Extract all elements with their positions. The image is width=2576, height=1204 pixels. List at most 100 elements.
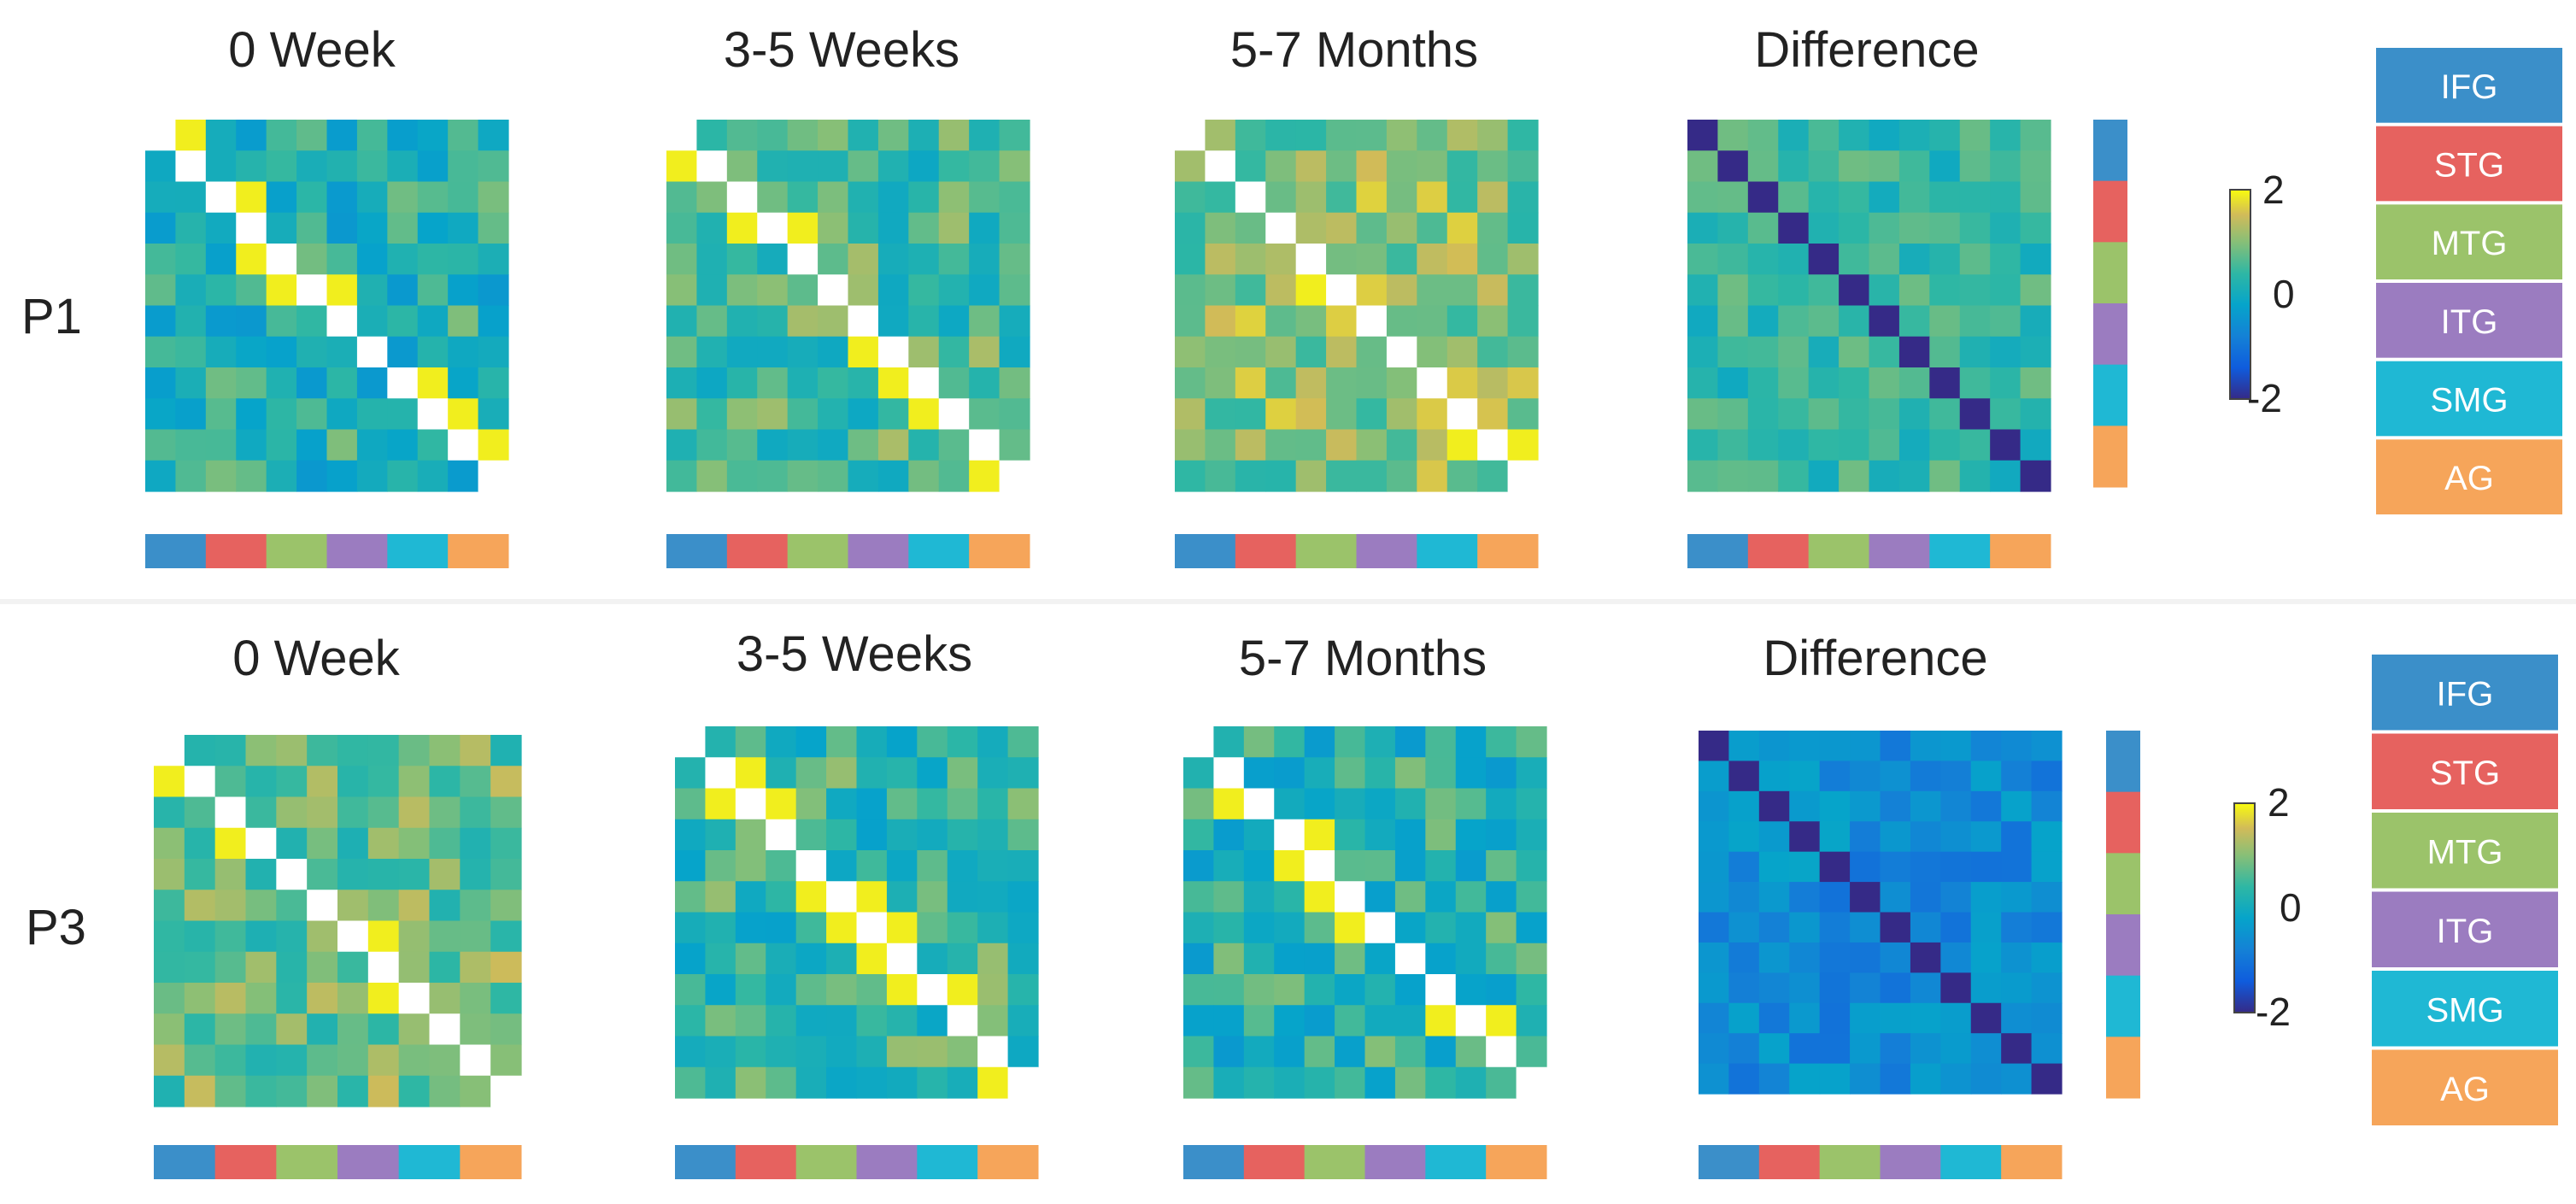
matrix-p1-2-cell-1-5 [1326, 150, 1358, 183]
matrix-p3-2-cell-7-5 [1335, 943, 1366, 975]
matrix-p1-0-cell-1-3 [236, 150, 267, 183]
matrix-p3-1-cell-0-2 [735, 726, 766, 758]
matrix-p3-1-cell-10-7 [886, 1036, 918, 1068]
matrix-p1-2-cell-10-6 [1356, 429, 1388, 461]
matrix-p1-2-cell-8-8 [1417, 367, 1448, 399]
matrix-p3-2-cell-2-4 [1304, 788, 1335, 820]
matrix-p1-1-cell-3-10 [969, 212, 1000, 244]
matrix-p3-1-cell-4-9 [947, 850, 978, 882]
region-legend-p3-swatch-itg [2370, 890, 2560, 969]
matrix-p3-3-cell-11-10 [2001, 1063, 2033, 1095]
matrix-p1-2-cell-6-0 [1175, 305, 1206, 338]
matrix-p3-0-cell-3-7 [367, 827, 400, 860]
matrix-p3-3-cell-0-6 [1880, 731, 1911, 762]
matrix-p1-0-cell-3-0 [145, 212, 177, 244]
matrix-p3-1-cell-5-7 [886, 881, 918, 913]
matrix-p1-1-cell-7-8 [908, 336, 940, 368]
matrix-p3-1-cell-5-2 [735, 881, 766, 913]
matrix-p1-1-cell-4-9 [938, 244, 970, 275]
matrix-p3-3-cell-4-10 [2001, 851, 2033, 883]
matrix-p3-0-cell-5-4 [276, 890, 308, 922]
matrix-p1-0-cell-0-9 [417, 120, 449, 151]
matrix-p1-2-cell-11-4 [1295, 460, 1327, 492]
matrix-p1-3-cell-4-6 [1869, 244, 1900, 275]
matrix-p3-2-cell-4-8 [1425, 850, 1457, 882]
matrix-p3-0-cell-11-11 [490, 1075, 522, 1107]
matrix-p3-1-cell-11-1 [705, 1066, 736, 1099]
matrix-p3-1-cell-5-11 [1007, 881, 1039, 913]
matrix-p3-3-cell-4-2 [1758, 851, 1790, 883]
matrix-p1-2-cell-2-0 [1175, 181, 1206, 214]
matrix-p1-0-cell-8-7 [356, 367, 388, 399]
matrix-p1-0-cell-8-3 [236, 367, 267, 399]
matrix-p1-1-cell-11-1 [696, 460, 728, 492]
matrix-p3-1-cell-4-8 [917, 850, 948, 882]
matrix-p3-2-cell-7-8 [1425, 943, 1457, 975]
region-bar-p1-2-mtg [1295, 534, 1357, 568]
matrix-p3-0-cell-1-1 [184, 766, 216, 798]
matrix-p3-3-cell-4-8 [1940, 851, 1972, 883]
matrix-p1-1-cell-4-2 [726, 244, 758, 275]
matrix-p1-0-cell-6-7 [356, 305, 388, 338]
matrix-p1-0-cell-1-0 [145, 150, 177, 183]
matrix-p3-1-cell-9-4 [795, 1005, 827, 1037]
matrix-p1-0-cell-6-11 [478, 305, 509, 338]
matrix-p1-1-cell-2-0 [666, 181, 698, 214]
matrix-p3-0-cell-8-2 [214, 983, 247, 1014]
matrix-p3-3-cell-2-0 [1699, 790, 1730, 822]
region-legend-p1-label-stg: STG [2434, 147, 2504, 185]
matrix-p3-1-cell-10-4 [795, 1036, 827, 1068]
region-bar-p1-3-smg [1929, 534, 1991, 568]
matrix-p1-3-cell-7-7 [1898, 336, 1930, 368]
matrix-p1-3-cell-10-11 [2020, 429, 2051, 461]
matrix-p1-0-cell-11-8 [387, 460, 419, 492]
matrix-p3-3-cell-2-4 [1819, 790, 1851, 822]
matrix-p3-1-cell-0-6 [856, 726, 888, 758]
matrix-p3-2-cell-1-5 [1335, 757, 1366, 790]
matrix-p1-0-cell-0-3 [236, 120, 267, 151]
matrix-p1-3-cell-5-4 [1808, 274, 1840, 307]
region-legend-p1-label-itg: ITG [2441, 303, 2498, 341]
matrix-p3-2-cell-8-10 [1486, 974, 1517, 1006]
matrix-p1-1-cell-4-8 [908, 244, 940, 275]
region-vbar-p3-mtg [2106, 853, 2140, 915]
matrix-p1-0-cell-2-0 [145, 181, 177, 214]
matrix-p1-0-cell-2-6 [326, 181, 358, 214]
matrix-p3-0-cell-8-3 [245, 983, 277, 1014]
matrix-p3-3-cell-3-4 [1819, 821, 1851, 853]
matrix-p1-0-cell-3-9 [417, 212, 449, 244]
matrix-p3-0-cell-11-8 [398, 1075, 431, 1107]
matrix-p3-2-cell-7-6 [1364, 943, 1396, 975]
matrix-p1-2-cell-8-2 [1235, 367, 1266, 399]
region-legend-p3-label-mtg: MTG [2427, 833, 2503, 871]
matrix-p3-1-cell-10-8 [917, 1036, 948, 1068]
matrix-p3-3-cell-3-5 [1850, 821, 1881, 853]
matrix-p1-0-cell-7-6 [326, 336, 358, 368]
matrix-p1-3-cell-2-3 [1778, 181, 1810, 214]
matrix-p3-1-cell-7-11 [1007, 943, 1039, 975]
matrix-p1-0-cell-2-3 [236, 181, 267, 214]
matrix-p3-1-cell-1-2 [735, 757, 766, 790]
matrix-p1-0-cell-5-6 [326, 274, 358, 307]
matrix-p3-1-cell-1-11 [1007, 757, 1039, 790]
matrix-p1-2-cell-5-4 [1295, 274, 1327, 307]
matrix-p3-2-cell-4-10 [1486, 850, 1517, 882]
region-bar-p1-1-itg [848, 534, 909, 568]
matrix-p3-0-cell-4-2 [214, 859, 247, 890]
matrix-p3-3-cell-5-11 [2031, 882, 2063, 913]
matrix-p3-0-cell-2-3 [245, 796, 277, 829]
matrix-p1-1-cell-11-6 [848, 460, 879, 492]
matrix-p3-1-cell-1-1 [705, 757, 736, 790]
matrix-p1-0-cell-11-1 [175, 460, 207, 492]
matrix-p1-2-cell-3-5 [1326, 212, 1358, 244]
matrix-p1-0-cell-0-6 [326, 120, 358, 151]
matrix-p1-0-cell-10-10 [448, 429, 479, 461]
matrix-p3-2-cell-3-1 [1213, 819, 1245, 851]
matrix-p3-2-cell-1-3 [1274, 757, 1306, 790]
matrix-p1-2-cell-3-9 [1446, 212, 1478, 244]
matrix-p3-1-cell-8-7 [886, 974, 918, 1006]
matrix-p3-1-cell-3-10 [977, 819, 1009, 851]
region-legend-p3-swatch-stg [2370, 731, 2560, 811]
matrix-p1-2-cell-5-1 [1205, 274, 1236, 307]
matrix-p1-1-cell-11-5 [818, 460, 849, 492]
